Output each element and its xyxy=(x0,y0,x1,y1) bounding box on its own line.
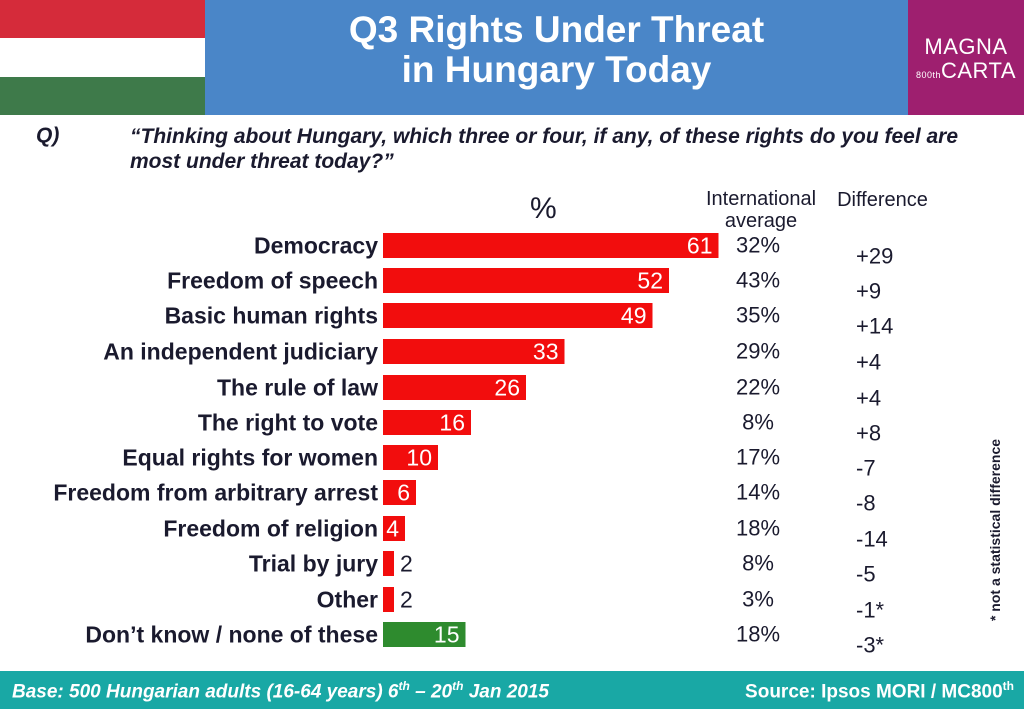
bar xyxy=(383,516,405,541)
international-header-line-1: International xyxy=(705,188,817,210)
base-note: Base: 500 Hungarian adults (16-64 years)… xyxy=(12,679,549,703)
international-average-value: 32% xyxy=(736,233,780,258)
logo-small: 800th xyxy=(915,70,941,80)
international-header-line-2: average xyxy=(724,210,798,232)
base-suffix: Jan 2015 xyxy=(463,681,550,703)
bar xyxy=(383,268,669,293)
category-label: Democracy xyxy=(254,233,378,259)
bar xyxy=(383,480,416,505)
category-label: An independent judiciary xyxy=(103,339,378,365)
international-average-value: 17% xyxy=(736,445,780,470)
international-average-value: 3% xyxy=(742,587,774,612)
title-line-2: in Hungary Today xyxy=(401,49,712,90)
difference-value: -8 xyxy=(856,491,876,516)
data-label: 2 xyxy=(400,587,413,613)
category-label: Basic human rights xyxy=(165,303,378,329)
base-mid: – 20 xyxy=(409,681,453,703)
logo-line-1: MAGNA xyxy=(924,34,1008,59)
international-average-value: 43% xyxy=(736,268,780,293)
bar xyxy=(383,303,653,328)
difference-value: +9 xyxy=(856,279,881,304)
category-label: The rule of law xyxy=(217,375,378,401)
statistical-note: * not a statistical difference xyxy=(987,438,1003,622)
international-average-value: 8% xyxy=(742,410,774,435)
category-label: Other xyxy=(317,587,378,613)
bar xyxy=(383,410,471,435)
source-prefix: Source: Ipsos MORI / MC800 xyxy=(745,681,1003,703)
data-label: 61 xyxy=(687,233,713,259)
international-average-value: 29% xyxy=(736,339,780,364)
international-average-header: International average xyxy=(700,188,822,232)
category-label: The right to vote xyxy=(198,410,378,436)
category-label: Freedom of speech xyxy=(167,268,378,294)
bar xyxy=(383,587,394,612)
difference-value: -14 xyxy=(856,527,888,552)
bar xyxy=(383,622,466,647)
international-average-value: 35% xyxy=(736,303,780,328)
difference-value: +4 xyxy=(856,386,881,411)
data-label: 26 xyxy=(494,375,520,401)
base-prefix: Base: 500 Hungarian adults (16-64 years)… xyxy=(12,681,399,703)
header: Q3 Rights Under Threat in Hungary Today … xyxy=(0,0,1024,115)
data-label: 15 xyxy=(434,622,460,648)
title-line-1: Q3 Rights Under Threat xyxy=(348,9,765,50)
bar xyxy=(383,233,719,258)
bar xyxy=(383,445,438,470)
logo-line-2-text: CARTA xyxy=(941,58,1017,83)
difference-value: -1* xyxy=(856,598,885,623)
difference-value: +4 xyxy=(856,350,881,375)
bar xyxy=(383,375,526,400)
international-average-value: 14% xyxy=(736,480,780,505)
footer: Base: 500 Hungarian adults (16-64 years)… xyxy=(0,671,1024,709)
question-text: “Thinking about Hungary, which three or … xyxy=(130,125,959,173)
bar xyxy=(383,551,394,576)
bar xyxy=(383,339,565,364)
page-title: Q3 Rights Under Threat in Hungary Today xyxy=(205,10,908,90)
data-label: 16 xyxy=(439,410,465,436)
question-label: Q) xyxy=(36,124,60,147)
data-label: 4 xyxy=(386,516,399,542)
base-sup-2: th xyxy=(452,679,464,693)
logo-line-2: 800thCARTA xyxy=(908,59,1024,87)
difference-value: +29 xyxy=(856,244,893,269)
data-label: 49 xyxy=(621,303,647,329)
difference-value: -5 xyxy=(856,562,876,587)
difference-value: +8 xyxy=(856,421,881,446)
international-average-value: 18% xyxy=(736,516,780,541)
category-label: Freedom from arbitrary arrest xyxy=(53,480,378,506)
base-sup-1: th xyxy=(398,679,410,693)
source-sup: th xyxy=(1002,679,1014,693)
source-note: Source: Ipsos MORI / MC800th xyxy=(745,679,1014,703)
category-label: Don’t know / none of these xyxy=(85,622,378,648)
international-average-value: 8% xyxy=(742,551,774,576)
data-label: 10 xyxy=(406,445,432,471)
international-average-value: 22% xyxy=(736,375,780,400)
difference-value: +14 xyxy=(856,314,893,339)
difference-value: -7 xyxy=(856,456,876,481)
category-label: Equal rights for women xyxy=(122,445,378,471)
percent-header: % xyxy=(530,192,557,225)
difference-header: Difference xyxy=(837,189,928,211)
hungary-flag xyxy=(0,0,205,115)
data-label: 2 xyxy=(400,551,413,577)
data-label: 52 xyxy=(637,268,663,294)
category-label: Trial by jury xyxy=(249,551,378,577)
magna-carta-logo: MAGNA 800thCARTA xyxy=(908,0,1024,115)
data-label: 33 xyxy=(533,339,559,365)
international-average-value: 18% xyxy=(736,622,780,647)
difference-value: -3* xyxy=(856,633,885,658)
data-label: 6 xyxy=(397,480,410,506)
category-label: Freedom of religion xyxy=(163,516,378,542)
